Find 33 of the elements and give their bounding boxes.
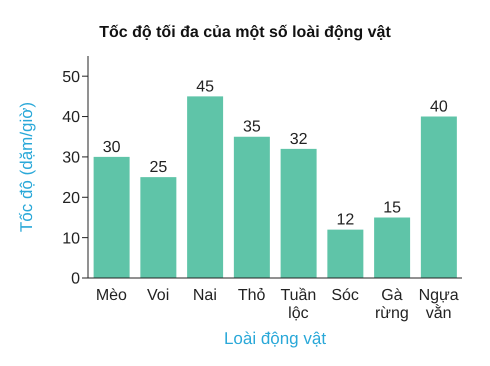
x-tick-label: Voi	[147, 287, 170, 304]
data-label: 15	[383, 199, 402, 216]
bar	[187, 96, 224, 278]
bar	[374, 217, 410, 278]
bar	[420, 116, 457, 278]
y-tick-label: 10	[62, 230, 80, 248]
y-tick-label: 50	[62, 68, 80, 86]
bar	[140, 177, 176, 278]
x-tick-label: Thỏ	[238, 287, 266, 304]
data-label: 35	[242, 118, 261, 136]
x-tick-label: Sóc	[331, 287, 359, 304]
y-tick-label: 30	[62, 150, 80, 167]
bar	[94, 156, 130, 278]
x-tick-label: Nai	[192, 287, 217, 304]
data-label: 40	[430, 98, 448, 116]
data-label: 32	[290, 130, 308, 148]
data-label: 25	[149, 159, 168, 176]
x-axis-title: Loài động vật	[224, 329, 326, 348]
x-tick-label: Ngựa vằn	[418, 287, 459, 322]
x-tick-label: Tuần lộc	[280, 287, 316, 322]
bar	[234, 136, 270, 278]
chart-title: Tốc độ tối đa của một số loài động vật	[98, 24, 392, 42]
data-label: 45	[196, 78, 214, 96]
bar	[280, 148, 317, 278]
x-tick-label: Gà rừng	[374, 287, 409, 322]
y-axis-title: Tốc độ (dặm/giờ)	[17, 102, 36, 232]
bar	[327, 230, 364, 278]
y-tick-label: 0	[71, 270, 80, 288]
data-label: 30	[102, 138, 121, 156]
x-tick-label: Mèo	[96, 287, 128, 304]
data-label: 12	[336, 212, 354, 229]
y-tick-label: 20	[62, 190, 80, 207]
y-tick-label: 40	[62, 109, 80, 126]
